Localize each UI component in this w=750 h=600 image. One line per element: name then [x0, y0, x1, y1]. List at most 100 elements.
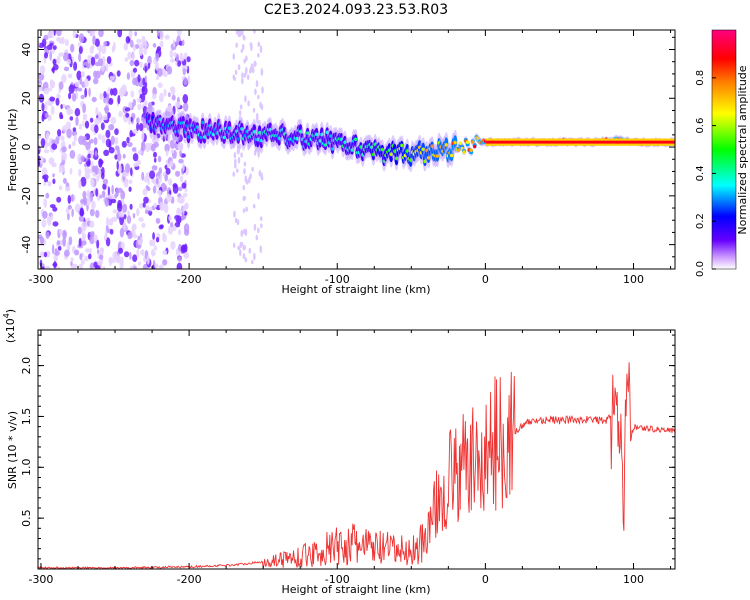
noise-blob [163, 88, 167, 97]
noise-blob [90, 45, 95, 50]
noise-blob [183, 102, 189, 112]
noise-blob [65, 121, 72, 130]
noise-blob [89, 30, 96, 36]
noise-blob [96, 239, 100, 249]
noise-blob [61, 152, 68, 161]
noise-blob [182, 162, 185, 172]
noise-blob [109, 75, 115, 81]
noise-blob [122, 222, 127, 231]
noise-blob [162, 250, 168, 255]
noise-blob [71, 93, 77, 102]
noise-blob [149, 206, 153, 212]
noise-blob [159, 201, 166, 211]
noise-blob [94, 150, 98, 157]
noise-blob [175, 40, 179, 46]
noise-blob [64, 249, 70, 257]
noise-blob [175, 170, 181, 177]
noise-blob [259, 245, 263, 254]
noise-blob [118, 210, 125, 218]
noise-blob [180, 56, 185, 62]
noise-blob [129, 251, 132, 260]
noise-blob [258, 169, 262, 177]
noise-blob [176, 262, 183, 269]
noise-blob [156, 74, 160, 81]
noise-blob [103, 96, 106, 104]
noise-blob [88, 253, 92, 260]
noise-blob [50, 30, 53, 35]
noise-blob [137, 103, 142, 111]
noise-blob [55, 136, 60, 145]
noise-blob [144, 65, 147, 73]
noise-blob [136, 38, 142, 44]
noise-blob [245, 67, 248, 75]
y-tick-label: 0.5 [20, 509, 33, 527]
noise-blob [159, 40, 164, 48]
noise-blob [155, 52, 159, 62]
noise-blob [78, 123, 82, 130]
noise-blob [103, 91, 107, 99]
noise-blob [170, 149, 175, 154]
noise-blob [38, 72, 45, 81]
noise-blob [147, 55, 152, 66]
noise-blob [249, 42, 253, 47]
noise-blob [72, 263, 78, 269]
noise-blob [164, 143, 170, 153]
noise-blob [170, 58, 176, 63]
noise-blob [51, 244, 55, 255]
noise-blob [168, 92, 171, 98]
noise-blob [132, 223, 137, 229]
noise-blob [70, 257, 74, 262]
noise-blob [112, 209, 118, 214]
noise-blob [68, 92, 72, 100]
noise-blob [93, 137, 98, 146]
noise-blob [79, 77, 83, 85]
noise-blob [98, 30, 104, 38]
noise-blob [62, 52, 69, 62]
noise-blob [129, 203, 133, 210]
noise-blob [130, 90, 135, 98]
noise-blob [51, 162, 57, 168]
noise-blob [46, 216, 52, 226]
noise-blob [125, 112, 130, 118]
noise-blob [77, 42, 82, 48]
noise-blob [140, 249, 143, 255]
noise-blob [52, 58, 57, 66]
noise-blob [80, 259, 85, 266]
noise-blob [95, 188, 99, 197]
noise-blob [120, 190, 126, 200]
noise-blob [95, 107, 99, 116]
noise-blob [232, 171, 235, 177]
noise-blob [232, 53, 236, 60]
noise-blob [44, 178, 48, 183]
snr-multiplier-base: (x10 [4, 318, 17, 343]
noise-blob [117, 202, 123, 212]
snr-y-axis-label: SNR (10 * v/v) [6, 411, 19, 489]
noise-blob [153, 157, 157, 163]
noise-blob [170, 241, 176, 250]
noise-blob [235, 42, 238, 48]
noise-blob [45, 192, 50, 199]
noise-blob [40, 266, 45, 269]
noise-blob [49, 50, 52, 61]
noise-blob [47, 44, 53, 51]
noise-blob [127, 51, 132, 60]
noise-blob [141, 131, 145, 142]
noise-blob [117, 152, 122, 162]
noise-blob [241, 72, 244, 79]
noise-blob [55, 97, 60, 106]
spectrogram-y-axis-label: Frequency (Hz) [6, 109, 19, 192]
noise-blob [101, 134, 106, 144]
noise-blob [138, 123, 144, 132]
noise-blob [158, 190, 162, 198]
colorbar-tick-label: 0.8 [695, 70, 706, 86]
noise-blob [114, 145, 120, 151]
noise-blob [101, 190, 106, 198]
noise-blob [143, 47, 147, 55]
noise-blob [153, 245, 157, 251]
noise-blob [181, 182, 187, 189]
noise-blob [64, 39, 69, 47]
noise-blob [43, 87, 50, 95]
noise-blob [242, 208, 246, 213]
noise-blob [164, 34, 170, 40]
noise-blob [90, 124, 95, 130]
